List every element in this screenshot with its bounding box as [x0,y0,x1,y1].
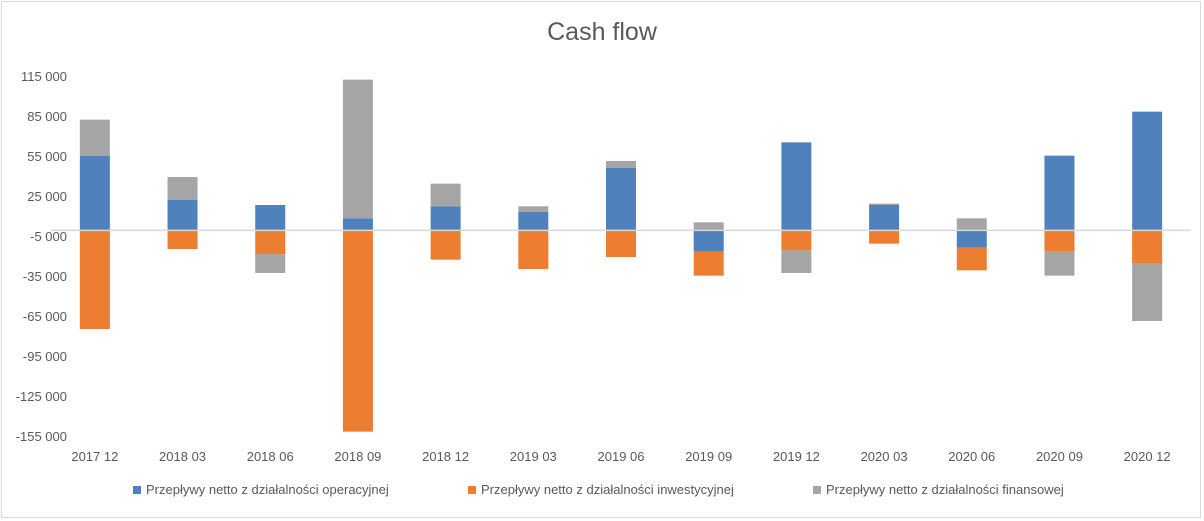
bar-series-3 [167,177,198,200]
chart-title: Cash flow [547,18,657,46]
legend-item-financing: Przepływy netto z działalności finansowe… [813,482,1064,497]
y-tick-label: 25 000 [27,189,67,204]
legend-item-operating: Przepływy netto z działalności operacyjn… [133,482,389,497]
bar-series-1 [255,205,286,231]
bar-series-3 [693,222,724,231]
legend-label-investing: Przepływy netto z działalności inwestycy… [481,482,734,497]
y-tick-label: 115 000 [21,69,67,84]
bar-series-1 [518,211,549,231]
y-tick-label: 85 000 [27,109,67,124]
bar-series-1 [869,205,900,231]
bar-series-2 [167,230,198,249]
bar-series-1 [430,206,461,231]
bar-series-1 [1044,155,1075,231]
bar-series-2 [606,230,636,257]
x-tick-label: 2020 03 [861,449,908,464]
y-tick-label: -65 000 [23,309,67,324]
x-tick-label: 2018 06 [247,449,294,464]
bar-series-2 [518,230,549,269]
legend-item-investing: Przepływy netto z działalności inwestycy… [468,482,734,497]
bar-series-3 [430,183,461,207]
bar-series-3 [1044,251,1075,276]
legend-label-financing: Przepływy netto z działalności finansowe… [826,482,1064,497]
bar-series-3 [342,79,373,219]
legend-swatch-financing [813,485,821,494]
bar-series-2 [79,230,110,329]
x-tick-label: 2020 06 [948,449,995,464]
bar-series-2 [693,251,724,276]
bar-series-2 [869,230,900,244]
bar-series-3 [869,203,900,205]
bar-series-2 [342,230,373,432]
bar-series-2 [956,247,987,271]
y-tick-label: -95 000 [23,349,67,364]
x-tick-label: 2019 12 [773,449,820,464]
x-tick-label: 2020 12 [1124,449,1171,464]
legend-label-operating: Przepływy netto z działalności operacyjn… [146,482,389,497]
bar-series-1 [956,230,987,248]
x-tick-label: 2019 06 [598,449,645,464]
bar-series-3 [956,218,987,231]
bar-series-1 [606,167,636,231]
x-tick-label: 2017 12 [71,449,118,464]
bar-series-2 [430,230,461,260]
bar-series-1 [342,218,373,231]
bar-series-1 [1132,111,1163,231]
x-tick-label: 2018 09 [334,449,381,464]
bar-series-3 [606,161,636,168]
bar-series-3 [1132,263,1163,321]
y-tick-label: -35 000 [23,269,67,284]
y-tick-label: -125 000 [16,389,67,404]
bar-series-3 [255,254,286,273]
bar-series-1 [79,155,110,231]
bar-series-3 [518,206,549,212]
chart-legend: Przepływy netto z działalności operacyjn… [0,482,1204,502]
bar-series-1 [167,199,198,231]
bar-series-2 [1044,230,1075,252]
y-tick-label: -155 000 [16,429,67,444]
bar-series-1 [693,230,724,252]
bar-series-1 [781,142,812,231]
x-tick-label: 2019 03 [510,449,557,464]
bar-series-2 [255,230,286,255]
bar-series-3 [79,119,110,156]
x-tick-label: 2018 03 [159,449,206,464]
x-tick-label: 2020 09 [1036,449,1083,464]
bar-series-2 [1132,230,1163,264]
legend-swatch-operating [133,485,141,494]
bar-series-2 [781,230,812,251]
y-tick-label: 55 000 [27,149,67,164]
x-tick-label: 2018 12 [422,449,469,464]
y-tick-label: -5 000 [30,229,67,244]
legend-swatch-investing [468,485,476,494]
bar-series-3 [781,250,812,273]
x-tick-label: 2019 09 [685,449,732,464]
